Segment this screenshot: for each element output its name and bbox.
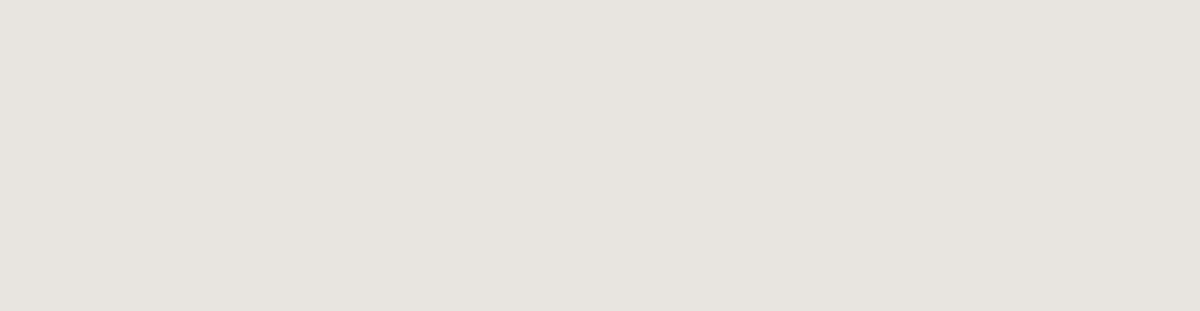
Text: 5 single bonds and 2 lone pair electrons.: 5 single bonds and 2 lone pair electrons… <box>366 244 826 266</box>
Text: The Lewis structure of the molecule,: The Lewis structure of the molecule, <box>216 63 665 86</box>
Text: b): b) <box>270 190 293 211</box>
Text: d): d) <box>270 299 293 311</box>
Text: a): a) <box>270 135 292 157</box>
Text: 5 single bonds and 1 lone pair electrons.: 5 single bonds and 1 lone pair electrons… <box>366 299 826 311</box>
Text: 38.: 38. <box>108 63 148 86</box>
Text: O: O <box>718 63 737 86</box>
Text: 4: 4 <box>706 77 718 95</box>
Text: 1 double bond and 4 single bonds: 1 double bond and 4 single bonds <box>366 135 746 157</box>
Text: c): c) <box>270 244 292 266</box>
Text: 5 single bonds and 3 lone pair electrons.: 5 single bonds and 3 lone pair electrons… <box>366 190 826 211</box>
Text: +: + <box>737 53 751 71</box>
Text: , contains: , contains <box>751 63 868 86</box>
Text: NH: NH <box>665 63 706 86</box>
